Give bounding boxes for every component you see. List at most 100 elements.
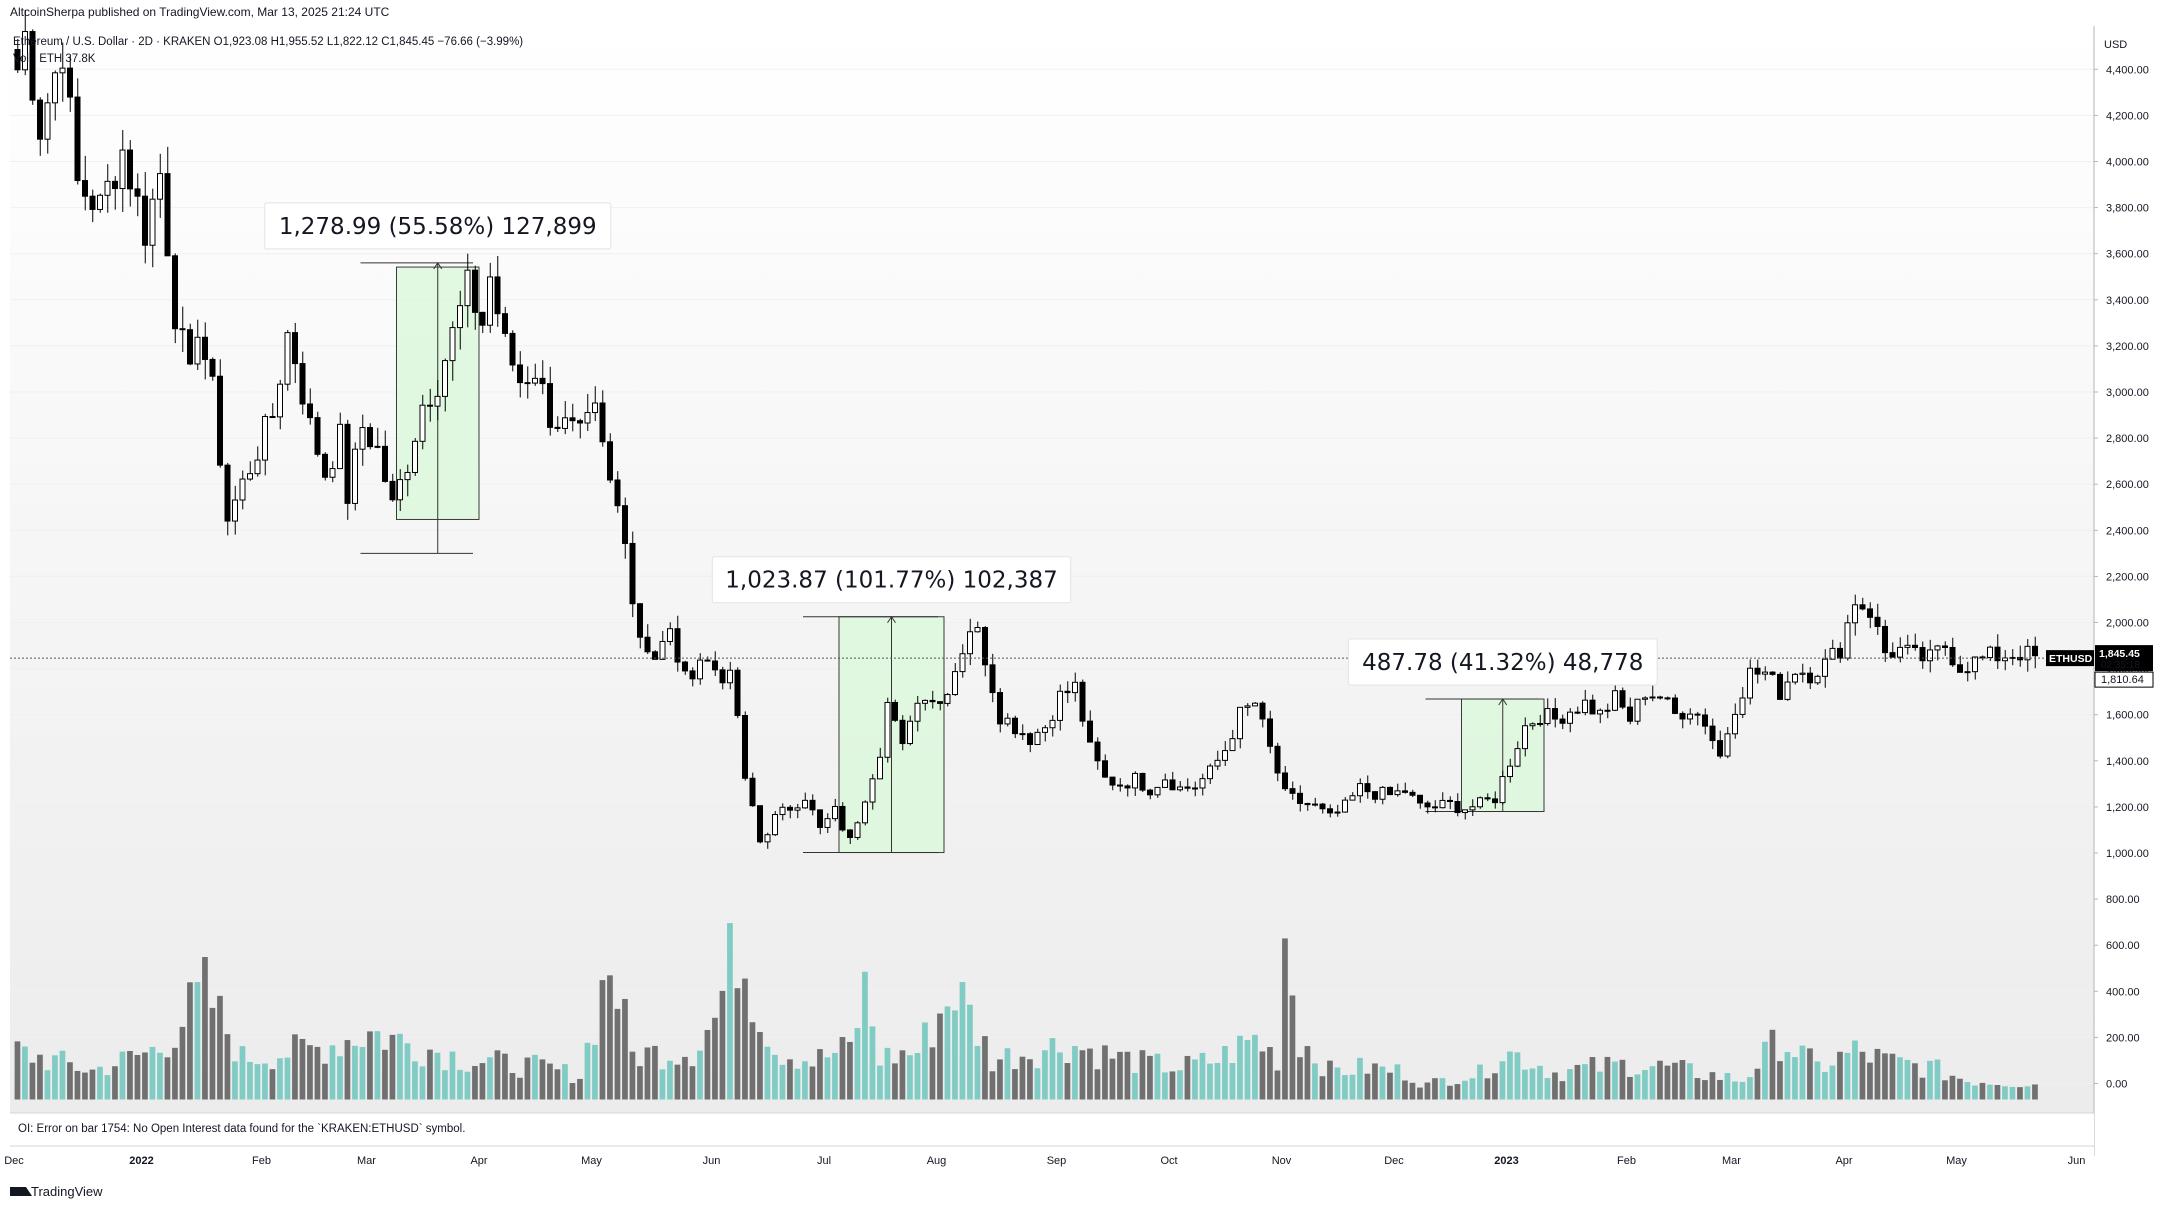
candle bbox=[494, 256, 501, 327]
volume-bar bbox=[622, 998, 628, 1100]
candle bbox=[1034, 728, 1041, 746]
candle-body bbox=[449, 327, 456, 362]
candle-body bbox=[284, 332, 291, 385]
volume-bar bbox=[1702, 1080, 1708, 1100]
price-tick-label: 3,400.00 bbox=[2106, 295, 2149, 307]
candle bbox=[1124, 784, 1131, 797]
candle-body bbox=[1949, 646, 1956, 666]
candle-body bbox=[1109, 776, 1116, 786]
candle bbox=[472, 265, 478, 330]
candle bbox=[1919, 641, 1926, 669]
volume-bar bbox=[254, 1064, 261, 1100]
candle bbox=[202, 322, 208, 380]
volume-bar bbox=[352, 1045, 358, 1100]
candle-body bbox=[1889, 652, 1896, 658]
candle-body bbox=[1492, 798, 1498, 804]
time-axis-panel[interactable] bbox=[10, 1147, 2094, 1173]
candle-body bbox=[457, 305, 463, 329]
candle bbox=[1042, 724, 1048, 742]
price-axis-panel[interactable] bbox=[2094, 26, 2164, 1156]
volume-bar bbox=[734, 988, 741, 1100]
candle bbox=[959, 644, 966, 678]
candle bbox=[1387, 786, 1393, 796]
candle-body bbox=[1027, 733, 1033, 746]
candle-body bbox=[622, 505, 628, 544]
candle bbox=[209, 357, 216, 381]
candle-body bbox=[982, 626, 988, 666]
current-price-tag: ETHUSD 1,845.45 02:35:18 1,810.64 bbox=[2046, 645, 2154, 688]
volume-bar bbox=[1837, 1051, 1843, 1100]
volume-bar bbox=[1679, 1060, 1686, 1100]
volume-bar bbox=[29, 1062, 36, 1100]
volume-bar bbox=[967, 1004, 973, 1100]
candle-body bbox=[1154, 786, 1161, 796]
volume-bar bbox=[1079, 1050, 1086, 1100]
time-tick-label: May bbox=[1946, 1155, 1967, 1167]
candle-body bbox=[1784, 681, 1791, 700]
candle-body bbox=[1454, 801, 1461, 814]
candle-body bbox=[1177, 786, 1183, 791]
candle bbox=[1619, 687, 1626, 710]
candle bbox=[1927, 639, 1933, 673]
candle bbox=[329, 461, 336, 483]
volume-bar bbox=[524, 1057, 531, 1100]
candle-body bbox=[1769, 671, 1776, 675]
candle bbox=[1102, 754, 1108, 778]
tradingview-brand[interactable]: TradingView bbox=[10, 1184, 103, 1199]
candle bbox=[277, 379, 283, 430]
countdown-text: 02:35:18 bbox=[2101, 660, 2140, 671]
candle-body bbox=[382, 445, 388, 482]
candle bbox=[119, 130, 126, 212]
volume-bar bbox=[794, 1068, 801, 1100]
candle-body bbox=[67, 67, 73, 98]
price-tick-label: 1,200.00 bbox=[2106, 802, 2149, 814]
candle bbox=[1319, 802, 1326, 814]
candle-body bbox=[367, 427, 373, 448]
candle bbox=[367, 423, 373, 450]
candle-body bbox=[1687, 713, 1693, 720]
candle-body bbox=[989, 664, 996, 694]
candle-body bbox=[1372, 791, 1378, 800]
candle bbox=[1004, 713, 1011, 727]
volume-bar bbox=[1664, 1065, 1671, 1100]
candle-body bbox=[194, 336, 201, 365]
candle bbox=[742, 711, 748, 781]
candle bbox=[502, 306, 508, 337]
candle bbox=[149, 188, 156, 268]
candle bbox=[1904, 634, 1911, 655]
time-tick-label: Apr bbox=[1835, 1155, 1852, 1167]
time-tick-label: Aug bbox=[927, 1155, 947, 1167]
candle-body bbox=[1327, 808, 1333, 814]
candle-body bbox=[1717, 740, 1723, 757]
candles bbox=[14, 9, 2038, 849]
volume-bar bbox=[187, 982, 193, 1100]
volume-bar bbox=[247, 1061, 253, 1100]
symbol-legend[interactable]: Ethereum / U.S. Dollar · 2D · KRAKEN O1,… bbox=[13, 36, 523, 48]
candle-body bbox=[1162, 779, 1168, 788]
volume-bar bbox=[52, 1055, 58, 1100]
candle-body bbox=[1207, 765, 1213, 780]
candle-body bbox=[832, 805, 838, 820]
volume-legend[interactable]: Vol · ETH 37.8K bbox=[13, 53, 96, 65]
candle-body bbox=[1852, 604, 1858, 624]
volume-bar bbox=[832, 1052, 838, 1100]
candle-body bbox=[307, 403, 313, 419]
candle bbox=[1777, 672, 1783, 700]
candle-body bbox=[1634, 698, 1641, 722]
volume-bar bbox=[172, 1047, 178, 1100]
candle bbox=[67, 55, 73, 112]
candle-body bbox=[614, 479, 621, 507]
volume-bar bbox=[554, 1069, 561, 1100]
volume-bar bbox=[1417, 1087, 1423, 1100]
candle-body bbox=[727, 669, 733, 684]
volume-bar bbox=[547, 1063, 553, 1100]
volume-bar bbox=[1424, 1082, 1431, 1100]
candle bbox=[479, 311, 486, 334]
candle-body bbox=[14, 49, 21, 71]
candle-body bbox=[1117, 784, 1123, 787]
volume-bar bbox=[899, 1050, 906, 1100]
candle bbox=[547, 366, 553, 436]
candle bbox=[1379, 786, 1386, 805]
candle bbox=[1934, 644, 1941, 661]
